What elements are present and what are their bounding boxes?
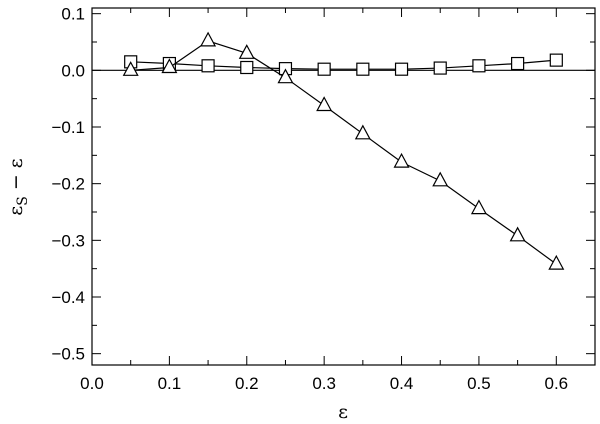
triangle-point: [548, 254, 565, 270]
triangle-point: [509, 226, 526, 242]
y-tick-label: −0.3: [51, 231, 85, 250]
square-point: [394, 62, 409, 76]
x-tick-label: 0.5: [467, 374, 491, 393]
y-tick-label: −0.4: [51, 288, 85, 307]
y-axis-label: εS − ε: [5, 158, 31, 215]
x-tick-label: 0.6: [544, 374, 568, 393]
series-triangle-line: [130, 40, 557, 265]
y-axis: 0.1 0.0 −0.1 −0.2 −0.3 −0.4 −0.5: [51, 5, 595, 364]
square-point: [356, 62, 370, 76]
triangle-point: [122, 61, 139, 76]
y-tick-label: 0.0: [61, 61, 85, 80]
y-tick-label: −0.5: [51, 345, 85, 364]
triangle-point: [393, 152, 410, 168]
square-point: [511, 56, 525, 71]
square-point: [433, 61, 447, 75]
square-point: [201, 59, 215, 73]
series-layer: [122, 31, 565, 270]
x-tick-label: 0.1: [158, 374, 182, 393]
y-tick-label: −0.1: [51, 118, 85, 137]
square-point: [240, 60, 254, 75]
square-point: [549, 53, 563, 67]
triangle-point: [354, 124, 371, 140]
y-axis-label-rest: − ε: [5, 158, 27, 196]
x-tick-label: 0.3: [312, 374, 336, 393]
x-tick-label: 0.0: [80, 374, 104, 393]
triangle-point: [238, 44, 255, 59]
triangle-point: [432, 171, 449, 187]
y-tick-label: −0.2: [51, 175, 85, 194]
square-point: [317, 62, 331, 76]
x-tick-label: 0.2: [235, 374, 259, 393]
y-tick-label: 0.1: [61, 5, 85, 24]
series-square-line: [130, 59, 557, 70]
y-axis-label-subscript: S: [15, 196, 31, 206]
triangle-point: [470, 199, 487, 215]
triangle-point: [161, 58, 178, 74]
y-axis-label-main: ε: [5, 206, 27, 216]
plot-frame: [91, 7, 596, 366]
triangle-point: [277, 68, 294, 84]
x-tick-label: 0.4: [390, 374, 414, 393]
x-axis-label: ε: [338, 401, 348, 423]
triangle-point: [200, 31, 217, 47]
x-axis: 0.0 0.1 0.2 0.3 0.4 0.5 0.6: [80, 8, 596, 393]
triangle-point: [316, 96, 333, 112]
square-point: [472, 59, 486, 73]
